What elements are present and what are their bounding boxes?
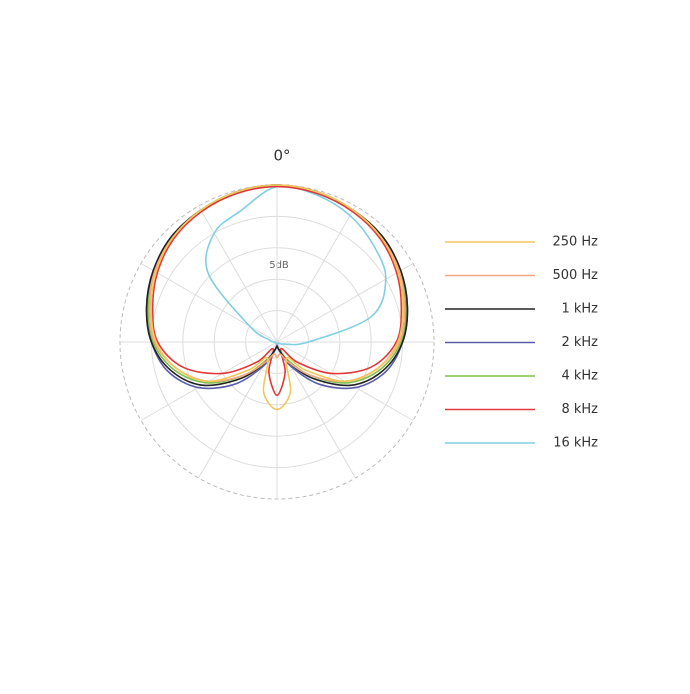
legend-label: 16 kHz xyxy=(553,436,598,451)
pattern-curve xyxy=(205,185,387,346)
pattern-curve xyxy=(145,184,409,387)
legend-label: 1 kHz xyxy=(561,302,598,317)
legend-label: 250 Hz xyxy=(552,235,598,250)
grid xyxy=(119,184,435,500)
pattern-curve xyxy=(148,184,406,383)
legend-label: 500 Hz xyxy=(552,268,598,283)
grid-spoke xyxy=(198,205,278,343)
pattern-curve xyxy=(151,185,403,397)
grid-spoke xyxy=(140,263,278,343)
legend-label: 8 kHz xyxy=(561,402,598,417)
legend-label: 4 kHz xyxy=(561,369,598,384)
grid-spoke xyxy=(276,205,356,343)
angle-label: 0° xyxy=(273,147,290,165)
grid-spoke xyxy=(276,263,414,343)
scale-label: 5dB xyxy=(269,260,289,271)
pattern-curve xyxy=(150,184,404,411)
legend-label: 2 kHz xyxy=(561,335,598,350)
